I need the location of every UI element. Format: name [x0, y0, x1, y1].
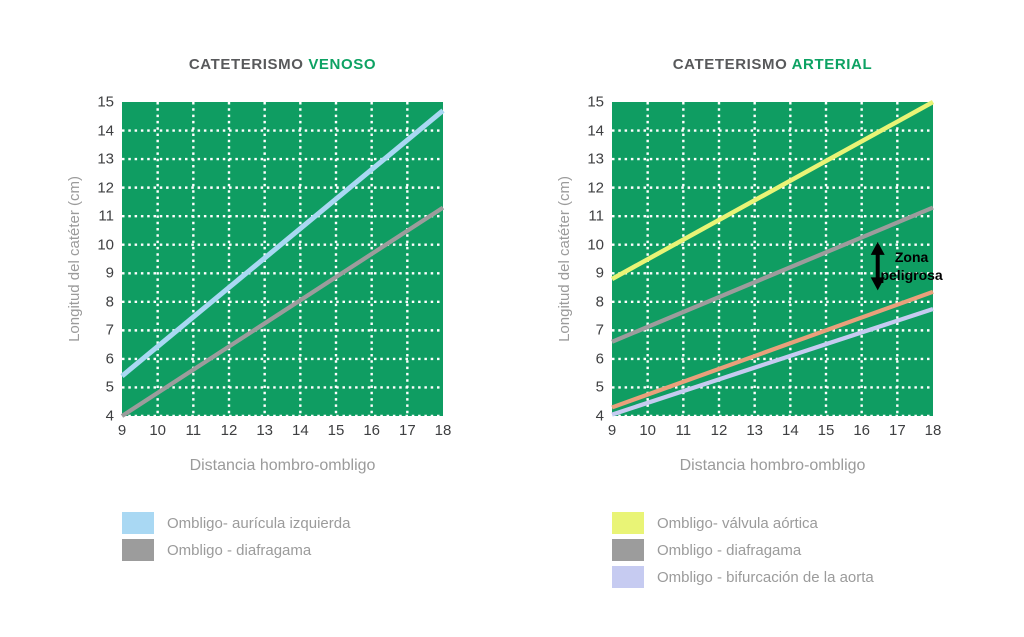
x-tick-label: 14 — [291, 422, 309, 439]
legend-swatch — [612, 566, 644, 588]
chart-title-prefix: CATETERISMO — [188, 56, 304, 73]
legend-label: Ombligo- válvula aórtica — [657, 514, 818, 532]
legend-swatch — [612, 539, 644, 561]
chart-title-venoso: CATETERISMO VENOSO — [122, 56, 443, 74]
x-axis-title: Distancia hombro-ombligo — [679, 457, 866, 474]
nomogram-figure: CATETERISMO VENOSO Longitud del catéter … — [60, 56, 943, 588]
plot-canvas — [120, 102, 445, 418]
y-tick-label: 12 — [97, 179, 114, 197]
y-tick-label: 8 — [105, 293, 114, 311]
y-axis-title-text: Longitud del catéter (cm) — [555, 176, 573, 342]
x-tick-label: 13 — [256, 422, 273, 439]
plot-area: Zona peligrosa — [610, 100, 943, 418]
chart-venoso: CATETERISMO VENOSO Longitud del catéter … — [60, 56, 452, 588]
legend-arterial: Ombligo- válvula aórtica Ombligo - diafra… — [612, 512, 933, 588]
legend-label: Ombligo - diafragama — [167, 541, 312, 559]
x-tick-label: 11 — [185, 422, 202, 439]
x-tick-label: 15 — [817, 422, 835, 439]
legend-label: Ombligo- aurícula izquierda — [167, 514, 351, 532]
y-tick-label: 4 — [105, 407, 114, 425]
y-tick-label: 11 — [588, 207, 604, 225]
x-tick-label: 17 — [398, 422, 416, 439]
chart-arterial: CATETERISMO ARTERIAL Longitud del catéte… — [550, 56, 943, 588]
y-tick-label: 15 — [97, 93, 114, 111]
plot-area — [120, 102, 445, 418]
legend-swatch — [612, 512, 644, 534]
y-tick-label: 12 — [587, 179, 604, 197]
y-tick-label: 6 — [595, 350, 604, 368]
y-axis-ticks: 4 5 6 7 8 9 10 11 12 13 14 15 — [88, 95, 122, 424]
y-tick-label: 9 — [105, 264, 114, 282]
legend-item: Ombligo- válvula aórtica — [612, 512, 933, 534]
legend-item: Ombligo - bifurcación de la aorta — [612, 566, 933, 588]
y-axis-ticks: 4 5 6 7 8 9 10 11 12 13 14 15 — [578, 95, 612, 424]
y-tick-label: 10 — [587, 236, 604, 254]
legend-swatch — [122, 539, 154, 561]
chart-title-prefix: CATETERISMO — [672, 56, 788, 73]
x-tick-label: 9 — [607, 422, 617, 439]
y-tick-label: 14 — [587, 122, 604, 140]
x-tick-label: 16 — [363, 422, 380, 439]
y-tick-label: 11 — [98, 207, 114, 225]
chart-title-arterial: CATETERISMO ARTERIAL — [612, 56, 933, 74]
y-tick-label: 9 — [595, 264, 604, 282]
x-tick-label: 14 — [781, 422, 799, 439]
y-tick-label: 4 — [595, 407, 604, 425]
x-axis-ticks: 9 10 11 12 13 14 15 16 17 18 — [118, 422, 452, 443]
y-tick-label: 13 — [587, 150, 604, 168]
x-axis-title: Distancia hombro-ombligo — [189, 457, 376, 474]
x-tick-label: 13 — [746, 422, 763, 439]
legend-label: Ombligo - diafragama — [657, 541, 802, 559]
danger-zone-label: Zona peligrosa — [880, 248, 943, 284]
y-axis-title: Longitud del catéter (cm) — [550, 102, 578, 416]
x-tick-label: 12 — [220, 422, 238, 439]
x-tick-label: 9 — [117, 422, 127, 439]
x-tick-label: 16 — [853, 422, 870, 439]
x-tick-label: 17 — [888, 422, 906, 439]
x-tick-label: 11 — [675, 422, 692, 439]
y-tick-label: 6 — [105, 350, 114, 368]
y-tick-label: 14 — [97, 122, 114, 140]
plot-wrap: Longitud del catéter (cm) 4 5 6 7 8 9 10 11 12 13… — [60, 95, 445, 424]
legend-swatch — [122, 512, 154, 534]
y-tick-label: 10 — [97, 236, 114, 254]
plot-wrap: Longitud del catéter (cm) 4 5 6 7 8 9 10 11 12 13… — [550, 95, 943, 424]
x-tick-label: 15 — [327, 422, 345, 439]
y-axis-title-text: Longitud del catéter (cm) — [65, 176, 83, 342]
legend-item: Ombligo - diafragama — [122, 539, 443, 561]
chart-title-accent: VENOSO — [308, 56, 377, 73]
chart-title-accent: ARTERIAL — [791, 56, 873, 73]
y-tick-label: 5 — [105, 378, 114, 396]
legend-item: Ombligo - diafragama — [612, 539, 933, 561]
x-tick-label: 10 — [149, 422, 166, 439]
legend-item: Ombligo- aurícula izquierda — [122, 512, 443, 534]
y-tick-label: 7 — [595, 321, 604, 339]
y-tick-label: 5 — [595, 378, 604, 396]
x-tick-label: 12 — [710, 422, 728, 439]
x-tick-label: 18 — [924, 422, 942, 439]
y-tick-label: 7 — [105, 321, 114, 339]
legend-venoso: Ombligo- aurícula izquierda Ombligo - dia… — [122, 512, 443, 561]
y-tick-label: 13 — [97, 150, 114, 168]
x-tick-label: 18 — [434, 422, 452, 439]
plot-canvas — [610, 100, 935, 418]
y-tick-label: 8 — [595, 293, 604, 311]
y-axis-title: Longitud del catéter (cm) — [60, 102, 88, 416]
x-axis-ticks: 9 10 11 12 13 14 15 16 17 18 — [608, 422, 942, 443]
legend-label: Ombligo - bifurcación de la aorta — [657, 568, 874, 586]
x-tick-label: 10 — [639, 422, 656, 439]
y-tick-label: 15 — [587, 93, 604, 111]
